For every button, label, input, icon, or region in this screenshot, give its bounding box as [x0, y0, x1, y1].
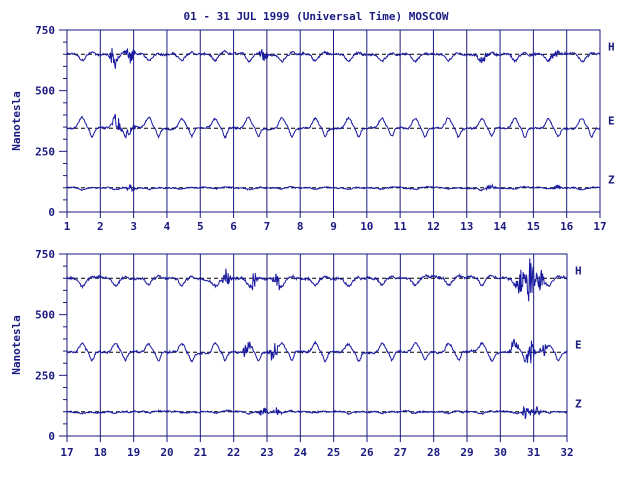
plot-frame	[66, 253, 568, 437]
x-tick-label: 26	[360, 446, 374, 459]
y-tick-label: 0	[48, 430, 55, 443]
y-tick-label: 500	[35, 85, 55, 98]
x-tick-label: 29	[460, 446, 473, 459]
y-tick-label: 750	[35, 24, 55, 37]
x-tick-label: 30	[494, 446, 507, 459]
series-line-H	[66, 47, 601, 69]
x-tick-label: 31	[527, 446, 541, 459]
panel-bottom: 17 18 19 20 21 22 23 24 25 26 27 28 29 30 31 32 0 250 500 7…	[10, 248, 582, 459]
y-tick-label: 250	[35, 145, 55, 158]
x-tick-label: 7	[264, 220, 271, 233]
x-tick-label: 24	[294, 446, 308, 459]
series-label-H: H	[575, 264, 582, 277]
y-tick-label: 500	[35, 309, 55, 322]
y-axis-label: Nanotesla	[10, 91, 23, 151]
series-line-E	[66, 113, 601, 139]
x-tick-label: 27	[394, 446, 407, 459]
x-tick-label: 2	[97, 220, 104, 233]
x-tick-label: 32	[560, 446, 573, 459]
x-tick-label: 22	[227, 446, 240, 459]
chart-title: 01 - 31 JUL 1999 (Universal Time) MOSCOW	[184, 10, 449, 23]
x-tick-label: 6	[230, 220, 237, 233]
x-tick-label: 12	[427, 220, 440, 233]
series-line-E	[66, 338, 568, 364]
x-tick-label: 10	[360, 220, 373, 233]
series-label-Z: Z	[575, 398, 582, 411]
x-tick-label: 17	[60, 446, 73, 459]
series-line-H	[66, 258, 568, 302]
x-tick-label: 9	[330, 220, 337, 233]
x-tick-label: 3	[130, 220, 137, 233]
x-tick-label: 17	[593, 220, 606, 233]
y-tick-label: 0	[48, 206, 55, 219]
y-tick-label: 250	[35, 369, 55, 382]
x-tick-label: 14	[493, 220, 507, 233]
y-tick-label: 750	[35, 248, 55, 261]
x-tick-label: 11	[394, 220, 408, 233]
x-tick-label: 19	[127, 446, 140, 459]
x-tick-label: 25	[327, 446, 340, 459]
x-tick-label: 4	[164, 220, 171, 233]
x-tick-label: 20	[160, 446, 173, 459]
x-tick-label: 5	[197, 220, 204, 233]
x-tick-label: 16	[560, 220, 574, 233]
x-tick-label: 21	[194, 446, 208, 459]
x-tick-label: 18	[94, 446, 107, 459]
series-label-E: E	[575, 338, 582, 351]
series-line-Z	[66, 183, 601, 193]
x-tick-label: 1	[64, 220, 71, 233]
x-tick-label: 23	[260, 446, 273, 459]
x-tick-label: 8	[297, 220, 304, 233]
series-line-Z	[66, 405, 568, 420]
series-label-Z: Z	[608, 174, 615, 187]
x-tick-label: 28	[427, 446, 440, 459]
x-tick-label: 13	[460, 220, 473, 233]
panel-top: 1 2 3 4 5 6 7 8 9 10 11 12 13 14 15 16 170250500750Nanot…	[10, 24, 615, 233]
x-tick-label: 15	[527, 220, 540, 233]
series-label-H: H	[608, 40, 615, 53]
series-label-E: E	[608, 114, 615, 127]
y-axis-label: Nanotesla	[10, 315, 23, 375]
